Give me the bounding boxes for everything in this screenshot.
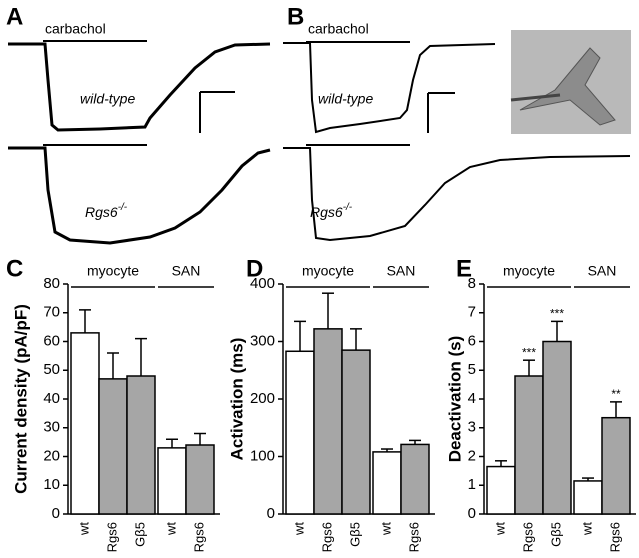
trace xyxy=(8,42,271,132)
trace xyxy=(283,42,496,134)
x-tick-label: wt xyxy=(378,522,393,536)
group-label: myocyte xyxy=(302,263,354,279)
scale-bar xyxy=(199,91,235,133)
y-axis-label: Activation (ms) xyxy=(227,338,246,461)
bar xyxy=(98,378,128,515)
y-tick-label: 50 xyxy=(43,361,60,378)
bar xyxy=(341,349,371,515)
y-axis-label: Current density (pA/pF) xyxy=(11,304,30,494)
x-tick-label: Gβ5 xyxy=(347,522,362,547)
y-tick-label: 200 xyxy=(250,390,275,407)
y-tick-label: 300 xyxy=(250,332,275,349)
y-tick-label: 2 xyxy=(468,447,476,464)
group-label: SAN xyxy=(387,263,416,279)
group-label: myocyte xyxy=(503,263,555,279)
stimulus-label: carbachol xyxy=(45,21,106,37)
bar xyxy=(126,375,156,515)
trace-label: wild-type xyxy=(80,91,135,107)
significance: *** xyxy=(522,345,536,359)
x-tick-label: Rgs6 xyxy=(607,522,622,552)
label-main: Rgs6 xyxy=(310,204,343,220)
bar xyxy=(486,465,516,515)
panel-label: B xyxy=(287,3,304,30)
y-tick-label: 40 xyxy=(43,390,60,407)
y-tick-label: 0 xyxy=(52,505,60,522)
panel-label: A xyxy=(6,3,23,30)
bar xyxy=(514,375,544,515)
bar xyxy=(542,340,572,515)
y-tick-label: 80 xyxy=(43,275,60,292)
x-tick-label: wt xyxy=(163,522,178,536)
x-tick-label: Gβ5 xyxy=(548,522,563,547)
panel-label: E xyxy=(456,255,472,282)
x-tick-label: Rgs6 xyxy=(319,522,334,552)
trace-label: Rgs6-/- xyxy=(310,202,353,220)
y-tick-label: 60 xyxy=(43,332,60,349)
x-tick-label: Rgs6 xyxy=(406,522,421,552)
cell xyxy=(519,47,616,126)
scale-bar xyxy=(427,92,455,133)
x-tick-label: wt xyxy=(76,522,91,536)
x-tick-label: Rgs6 xyxy=(104,522,119,552)
trace xyxy=(283,147,631,242)
bar xyxy=(601,416,631,515)
y-tick-label: 0 xyxy=(468,505,476,522)
trace-label: Rgs6-/- xyxy=(85,202,128,220)
pipette xyxy=(510,93,561,102)
stimulus-label: carbachol xyxy=(308,21,369,37)
bar xyxy=(372,451,402,515)
y-tick-label: 1 xyxy=(468,476,476,493)
label-sup: -/- xyxy=(118,202,128,213)
x-tick-label: wt xyxy=(291,522,306,536)
group-label: SAN xyxy=(588,263,617,279)
x-tick-label: wt xyxy=(579,522,594,536)
y-axis-label: Deactivation (s) xyxy=(445,336,464,463)
y-tick-label: 100 xyxy=(250,447,275,464)
trace xyxy=(8,146,271,245)
y-tick-label: 10 xyxy=(43,476,60,493)
panel-label: D xyxy=(246,255,263,282)
bar xyxy=(157,447,187,515)
bar xyxy=(285,350,315,515)
significance: ** xyxy=(611,387,621,401)
y-tick-label: 8 xyxy=(468,275,476,292)
x-tick-label: Gβ5 xyxy=(132,522,147,547)
y-tick-label: 4 xyxy=(468,390,476,407)
panel-label: C xyxy=(6,255,23,282)
y-tick-label: 20 xyxy=(43,447,60,464)
label-sup: -/- xyxy=(343,202,353,213)
y-tick-label: 6 xyxy=(468,332,476,349)
y-tick-label: 7 xyxy=(468,304,476,321)
bar xyxy=(573,480,603,515)
x-tick-label: Rgs6 xyxy=(520,522,535,552)
group-label: SAN xyxy=(172,263,201,279)
y-tick-label: 0 xyxy=(267,505,275,522)
bar xyxy=(313,328,343,515)
y-tick-label: 3 xyxy=(468,419,476,436)
bar xyxy=(185,444,215,515)
group-label: myocyte xyxy=(87,263,139,279)
y-tick-label: 30 xyxy=(43,419,60,436)
x-tick-label: wt xyxy=(492,522,507,536)
y-tick-label: 5 xyxy=(468,361,476,378)
bar xyxy=(400,443,430,515)
label-main: Rgs6 xyxy=(85,204,118,220)
x-tick-label: Rgs6 xyxy=(191,522,206,552)
significance: *** xyxy=(550,307,564,321)
trace-label: wild-type xyxy=(318,91,373,107)
bar xyxy=(70,332,100,515)
y-tick-label: 70 xyxy=(43,304,60,321)
y-tick-label: 400 xyxy=(250,275,275,292)
